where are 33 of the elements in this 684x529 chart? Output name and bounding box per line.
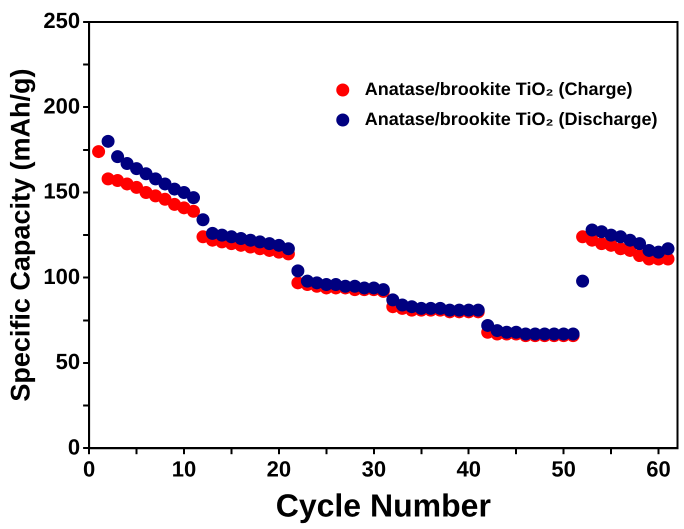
y-tick-label: 100	[43, 264, 80, 289]
point	[140, 167, 153, 180]
point	[149, 172, 162, 186]
y-tick-label: 150	[43, 178, 80, 204]
point	[291, 264, 304, 278]
x-tick-label: 20	[266, 456, 292, 482]
point	[386, 293, 400, 306]
x-tick-label: 60	[646, 456, 671, 482]
legend-label: Anatase/brookite TiO₂ (Charge)	[364, 78, 632, 99]
point	[120, 157, 134, 170]
y-axis-title: Specific Capacity (mAh/g)	[6, 68, 36, 402]
y-tick-label: 50	[56, 349, 80, 374]
point	[633, 237, 646, 250]
x-tick-label: 30	[362, 456, 386, 482]
x-tick-label: 10	[172, 456, 196, 482]
point	[282, 242, 295, 256]
legend-label: Anatase/brookite TiO₂ (Discharge)	[364, 108, 658, 129]
point	[111, 150, 124, 164]
x-axis-title: Cycle Number	[276, 488, 491, 524]
x-tick-label: 40	[456, 456, 481, 482]
point	[196, 213, 210, 226]
point	[130, 162, 144, 176]
x-tick-label: 50	[551, 456, 576, 482]
point	[102, 134, 115, 148]
point	[662, 242, 675, 256]
point	[178, 186, 191, 199]
y-tick-label: 200	[43, 93, 80, 118]
point	[481, 318, 494, 332]
y-tick-label: 0	[68, 434, 80, 460]
point	[187, 191, 200, 204]
point	[158, 177, 172, 190]
point	[576, 274, 590, 288]
y-tick-label: 250	[43, 8, 80, 34]
